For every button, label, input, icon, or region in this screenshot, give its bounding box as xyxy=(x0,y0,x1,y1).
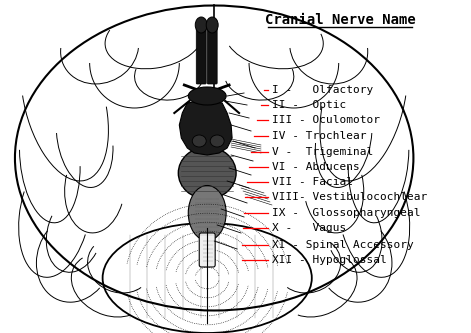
Text: VI - Abducens: VI - Abducens xyxy=(272,162,360,172)
Ellipse shape xyxy=(192,135,206,147)
Text: XII - Hypoglossal: XII - Hypoglossal xyxy=(272,255,387,265)
Text: I -   Olfactory: I - Olfactory xyxy=(272,85,373,95)
Text: IX -  Glossopharyngeal: IX - Glossopharyngeal xyxy=(272,208,421,218)
Text: V -  Trigeminal: V - Trigeminal xyxy=(272,147,373,157)
Ellipse shape xyxy=(195,17,207,33)
FancyBboxPatch shape xyxy=(199,233,215,267)
Text: VIII- Vestibulocochlear: VIII- Vestibulocochlear xyxy=(272,192,427,202)
Text: III - Oculomotor: III - Oculomotor xyxy=(272,115,380,125)
Text: VII - Facial: VII - Facial xyxy=(272,177,353,187)
Text: IV - Trochlear: IV - Trochlear xyxy=(272,131,366,141)
Text: XI - Spinal Accessory: XI - Spinal Accessory xyxy=(272,240,414,250)
Text: X -   Vagus: X - Vagus xyxy=(272,223,346,233)
Ellipse shape xyxy=(188,185,226,240)
Ellipse shape xyxy=(206,17,218,33)
Text: II -  Optic: II - Optic xyxy=(272,100,346,110)
FancyBboxPatch shape xyxy=(196,27,206,84)
Ellipse shape xyxy=(179,147,236,199)
Polygon shape xyxy=(179,100,232,155)
Ellipse shape xyxy=(210,135,224,147)
Text: Cranial Nerve Name: Cranial Nerve Name xyxy=(265,13,415,27)
FancyBboxPatch shape xyxy=(207,27,217,84)
Ellipse shape xyxy=(188,87,226,105)
